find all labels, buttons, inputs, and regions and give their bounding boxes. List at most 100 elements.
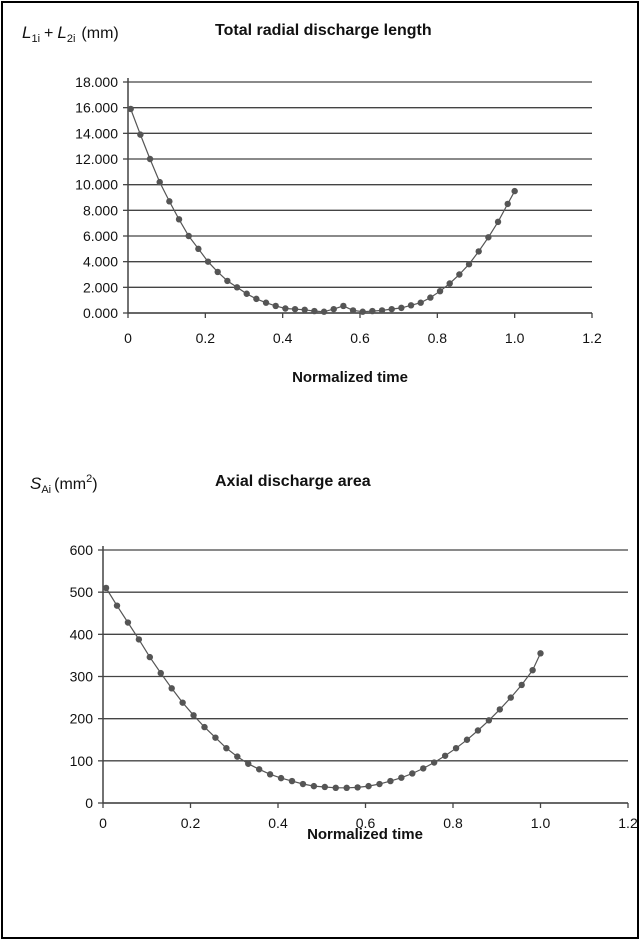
- data-point: [463, 736, 471, 743]
- chart2-xlabel: Normalized time: [307, 826, 423, 843]
- data-point: [321, 783, 329, 791]
- y-tick-label: 100: [70, 753, 94, 769]
- data-point: [537, 650, 544, 657]
- data-point: [291, 305, 299, 313]
- data-point: [430, 759, 438, 766]
- data-point: [245, 760, 252, 767]
- data-point: [417, 299, 424, 306]
- data-point: [504, 200, 511, 208]
- chart2-ylabel: SAi (mm2): [30, 473, 98, 496]
- data-point: [441, 752, 449, 759]
- data-point: [332, 784, 339, 792]
- data-point: [179, 699, 186, 706]
- data-point: [288, 777, 296, 785]
- data-point: [282, 305, 289, 312]
- data-point: [485, 234, 492, 241]
- data-point: [388, 305, 395, 313]
- data-point: [511, 187, 518, 195]
- data-point: [102, 584, 110, 592]
- data-point: [359, 308, 366, 315]
- data-point: [465, 261, 473, 268]
- data-point: [452, 744, 460, 752]
- chart1-title: Total radial discharge length: [215, 22, 432, 39]
- x-tick-label: 1.2: [582, 330, 602, 346]
- data-point: [135, 636, 143, 643]
- data-point: [124, 619, 132, 626]
- data-point: [212, 734, 219, 741]
- chart2: 0 100 200 300 400 500 600 0 0.2 0.4 0.6 0.8 1.0 1.2: [70, 542, 638, 831]
- data-point: [127, 105, 134, 113]
- chart2-title: Axial discharge area: [215, 473, 371, 490]
- x-tick-label: 0: [99, 815, 107, 831]
- data-point: [190, 712, 197, 719]
- y-tick-label: 18.000: [75, 74, 118, 90]
- data-point: [474, 727, 482, 734]
- data-point: [340, 302, 347, 310]
- x-tick-label: 0.6: [350, 330, 370, 346]
- data-point: [365, 782, 372, 790]
- data-point: [255, 766, 263, 773]
- data-point: [387, 777, 394, 785]
- y-tick-label: 2.000: [83, 279, 118, 295]
- y-tick-label: 0: [85, 795, 93, 811]
- y-tick-label: 14.000: [75, 125, 118, 141]
- data-point: [378, 307, 386, 314]
- data-point: [195, 245, 202, 253]
- data-point: [529, 666, 536, 674]
- x-tick-label: 0.8: [443, 815, 463, 831]
- data-point: [518, 681, 525, 689]
- data-point: [456, 271, 463, 278]
- x-tick-label: 0.8: [428, 330, 448, 346]
- x-tick-label: 0.4: [268, 815, 288, 831]
- x-tick-label: 0.6: [356, 815, 376, 831]
- chart1-xlabel: Normalized time: [292, 369, 408, 386]
- data-point: [168, 685, 175, 692]
- data-point: [166, 198, 173, 205]
- data-point: [185, 232, 192, 240]
- data-point: [398, 304, 405, 312]
- data-point: [330, 305, 337, 313]
- data-point: [507, 694, 514, 701]
- data-point: [223, 744, 230, 752]
- y-tick-label: 200: [70, 711, 94, 727]
- data-point: [343, 784, 350, 792]
- data-point: [234, 753, 241, 760]
- data-point: [485, 717, 493, 724]
- data-point: [299, 780, 307, 788]
- y-tick-label: 6.000: [83, 228, 118, 244]
- data-point: [420, 765, 427, 772]
- data-point: [407, 302, 415, 309]
- data-point: [311, 307, 318, 315]
- data-point: [277, 774, 285, 782]
- data-point: [376, 780, 383, 788]
- data-point: [137, 131, 144, 138]
- data-point: [266, 771, 274, 778]
- data-point: [436, 287, 444, 295]
- y-tick-label: 10.000: [75, 177, 118, 193]
- x-tick-label: 0.2: [196, 330, 216, 346]
- y-tick-label: 500: [70, 584, 94, 600]
- data-point: [224, 277, 231, 285]
- data-point: [409, 770, 416, 777]
- y-tick-label: 300: [70, 669, 94, 685]
- data-point: [262, 299, 270, 306]
- y-tick-label: 16.000: [75, 100, 118, 116]
- data-point: [398, 774, 405, 781]
- data-point: [496, 706, 504, 713]
- y-tick-label: 400: [70, 626, 94, 642]
- x-tick-label: 0.4: [273, 330, 293, 346]
- data-point: [146, 653, 154, 661]
- x-tick-label: 0.2: [181, 815, 201, 831]
- data-point: [253, 295, 260, 303]
- data-point: [369, 307, 376, 315]
- data-point: [204, 258, 212, 265]
- data-point: [233, 284, 241, 291]
- data-point: [113, 602, 121, 609]
- data-point: [243, 290, 250, 297]
- data-point: [214, 268, 221, 276]
- chart1: 0.000 2.000 4.000 6.000 8.000 10.000 12.000 14.…: [75, 74, 602, 346]
- data-point: [156, 178, 163, 186]
- data-point: [310, 782, 318, 790]
